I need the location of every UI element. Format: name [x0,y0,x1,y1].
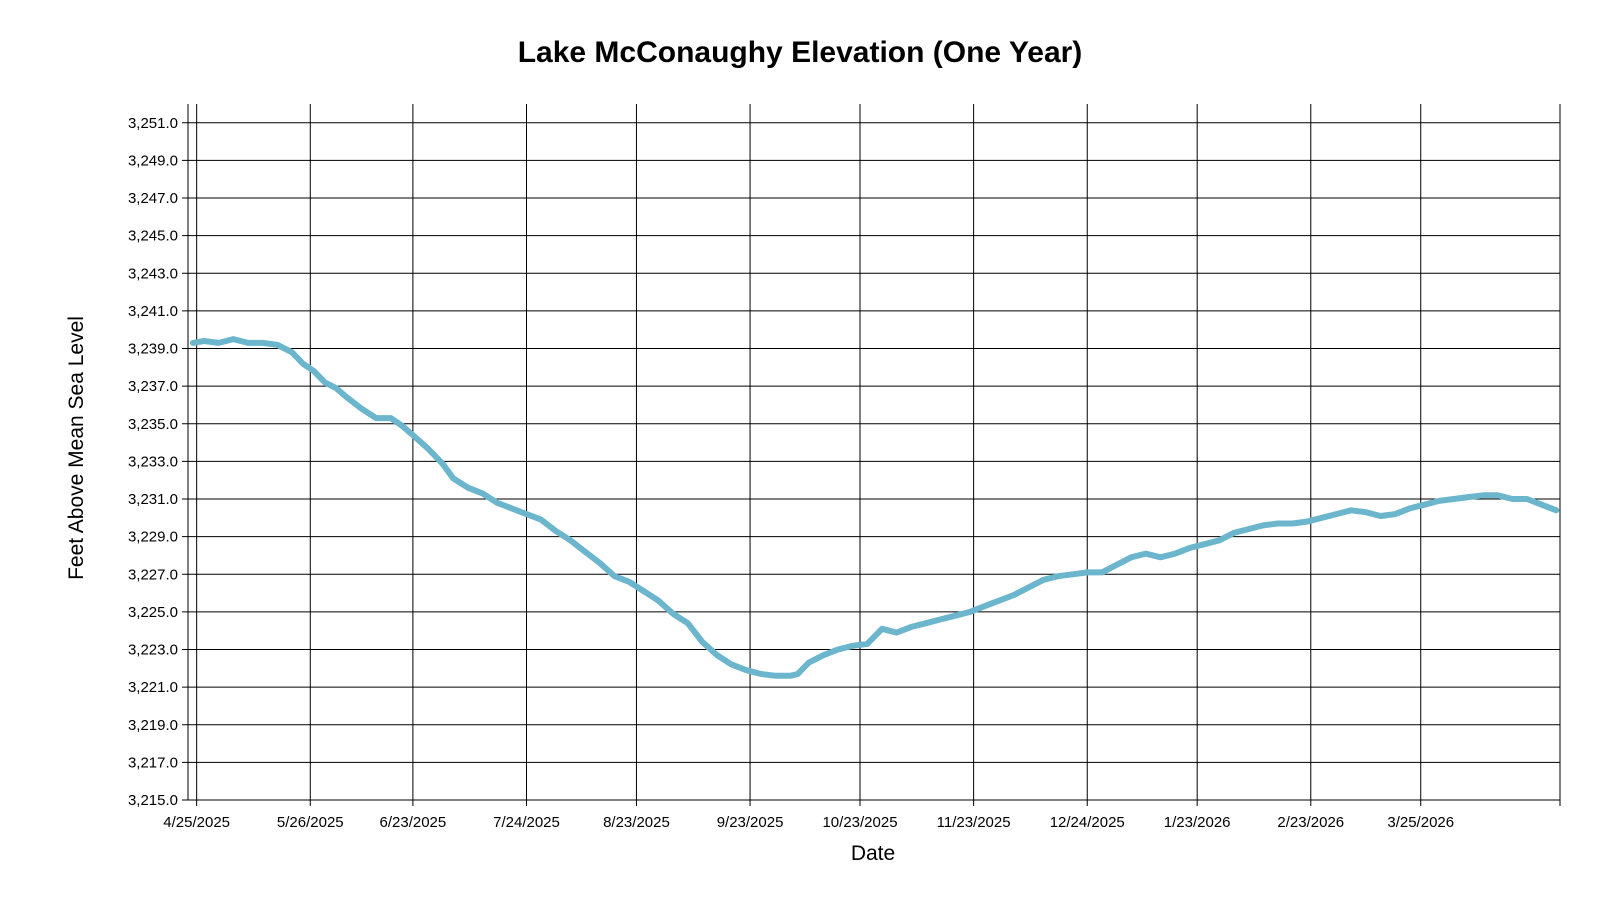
y-tick-label: 3,235.0 [128,416,178,433]
y-tick-label: 3,231.0 [128,491,178,508]
y-tick-label: 3,223.0 [128,642,178,659]
y-tick-label: 3,247.0 [128,190,178,207]
x-tick-label: 1/23/2026 [1164,814,1231,831]
x-tick-label: 6/23/2025 [380,814,447,831]
y-tick-label: 3,241.0 [128,303,178,320]
x-tick-label: 4/25/2025 [163,814,230,831]
y-tick-label: 3,215.0 [128,792,178,809]
elevation-series-line [190,336,1560,679]
y-tick-label: 3,225.0 [128,604,178,621]
x-tick-label: 3/25/2026 [1387,814,1454,831]
x-tick-label: 2/23/2026 [1277,814,1344,831]
y-tick-label: 3,233.0 [128,453,178,470]
y-axis: 3,215.0 3,217.0 3,219.0 3,221.0 3,223.0 3,225… [128,115,178,809]
x-axis-label: Date [851,842,895,865]
y-tick-label: 3,239.0 [128,341,178,358]
y-tick-label: 3,251.0 [128,115,178,132]
y-tick-label: 3,245.0 [128,228,178,245]
x-tick-label: 5/26/2025 [277,814,344,831]
x-tick-label: 10/23/2025 [822,814,897,831]
x-tick-label: 9/23/2025 [717,814,784,831]
y-tick-label: 3,229.0 [128,529,178,546]
y-tick-label: 3,249.0 [128,152,178,169]
x-tick-label: 8/23/2025 [603,814,670,831]
x-tick-label: 7/24/2025 [493,814,560,831]
y-tick-label: 3,217.0 [128,754,178,771]
y-tick-label: 3,219.0 [128,717,178,734]
x-tick-label: 12/24/2025 [1050,814,1125,831]
y-axis-label: Feet Above Mean Sea Level [65,316,88,580]
grid [182,104,1561,806]
y-tick-label: 3,243.0 [128,265,178,282]
chart-title: Lake McConaughy Elevation (One Year) [518,36,1083,69]
y-tick-label: 3,227.0 [128,566,178,583]
y-tick-label: 3,237.0 [128,378,178,395]
x-axis: 4/25/2025 5/26/2025 6/23/2025 7/24/2025 8/23… [163,814,1454,831]
y-tick-label: 3,221.0 [128,679,178,696]
plot-area [190,336,1560,679]
x-tick-label: 11/23/2025 [937,814,1011,831]
